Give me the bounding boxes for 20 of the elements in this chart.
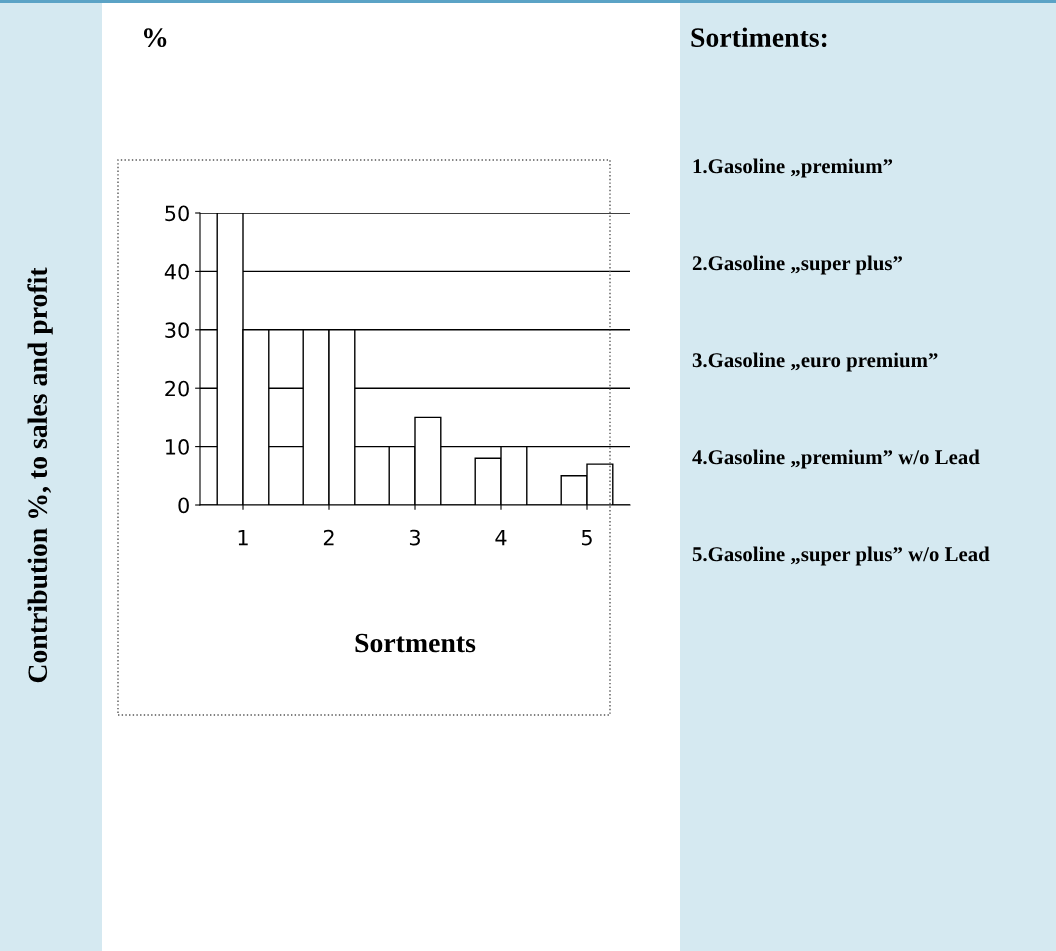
text: %: [143, 28, 167, 48]
text: 2.Gasoline „super plus”: [692, 255, 902, 275]
y-tick-label: 30: [165, 322, 189, 339]
y-tick-label: 20: [165, 380, 189, 397]
text: Sortiments:: [691, 27, 827, 48]
x-tick-label: 3: [409, 529, 420, 546]
y-tick-label: 40: [164, 263, 189, 280]
x-tick-label: 5: [581, 529, 592, 546]
y-tick-label: 50: [165, 205, 189, 222]
x-tick-label: 4: [495, 529, 507, 546]
x-tick-label: 1: [238, 529, 248, 546]
x-axis-title: Sortments: [355, 633, 476, 653]
y-tick-label: 10: [166, 439, 189, 455]
text: 3.Gasoline „euro premium”: [692, 352, 938, 372]
x-tick-label: 2: [323, 529, 334, 546]
text: 4.Gasoline „premium” w/o Lead: [692, 449, 980, 469]
text: 1.Gasoline „premium”: [693, 158, 893, 178]
text: 5.Gasoline „super plus” w/o Lead: [692, 546, 990, 566]
y-tick-label: 0: [178, 497, 189, 514]
y-axis-title: Contribution %, to sales and profit: [27, 267, 53, 683]
